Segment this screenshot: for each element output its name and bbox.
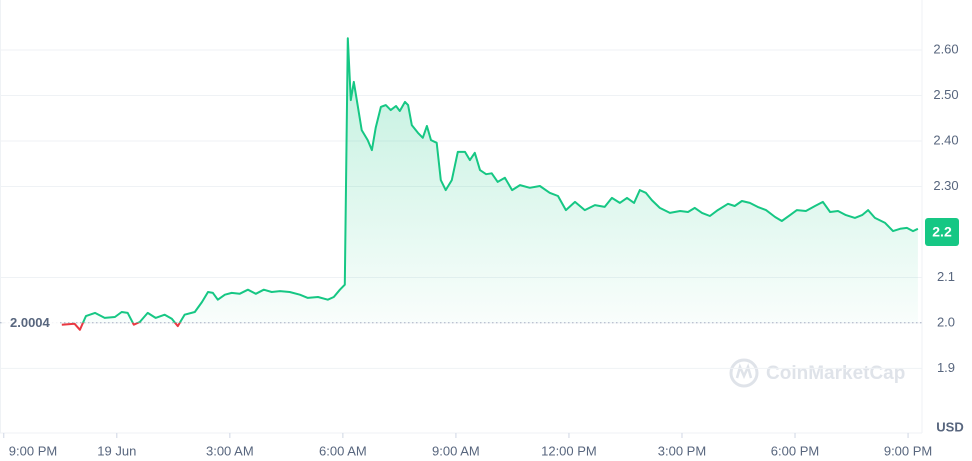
x-tick-label: 3:00 AM	[206, 443, 254, 458]
price-area	[82, 38, 918, 323]
current-price-badge	[925, 217, 959, 246]
watermark-text: CoinMarketCap	[766, 363, 905, 384]
x-tick-label: 19 Jun	[97, 443, 136, 458]
watermark-logo	[729, 358, 759, 388]
baseline-label-bg	[4, 312, 60, 333]
x-tick-label: 3:00 PM	[658, 443, 706, 458]
x-tick-label: 12:00 PM	[541, 443, 597, 458]
x-tick-label: 9:00 PM	[884, 443, 932, 458]
x-tick-label: 9:00 PM	[9, 443, 57, 458]
baseline-label: 2.0004	[10, 315, 51, 330]
y-tick-label: 2.30	[933, 178, 958, 193]
x-tick-label: 9:00 AM	[432, 443, 480, 458]
y-tick-label: 2.60	[933, 41, 958, 56]
price-line	[81, 37, 919, 323]
y-tick-label: 2.1	[937, 269, 955, 284]
x-tick-label: 6:00 AM	[319, 443, 367, 458]
y-tick-label: 2.0	[937, 314, 955, 329]
currency-label: USD	[936, 419, 963, 434]
watermark-logo-mark	[735, 363, 753, 380]
x-tick-label: 6:00 PM	[771, 443, 819, 458]
current-price-label: 2.2	[932, 224, 952, 240]
watermark: CoinMarketCap	[729, 358, 905, 388]
y-tick-label: 2.50	[933, 87, 958, 102]
y-tick-label: 2.40	[933, 132, 958, 147]
y-tick-label: 1.9	[937, 360, 955, 375]
